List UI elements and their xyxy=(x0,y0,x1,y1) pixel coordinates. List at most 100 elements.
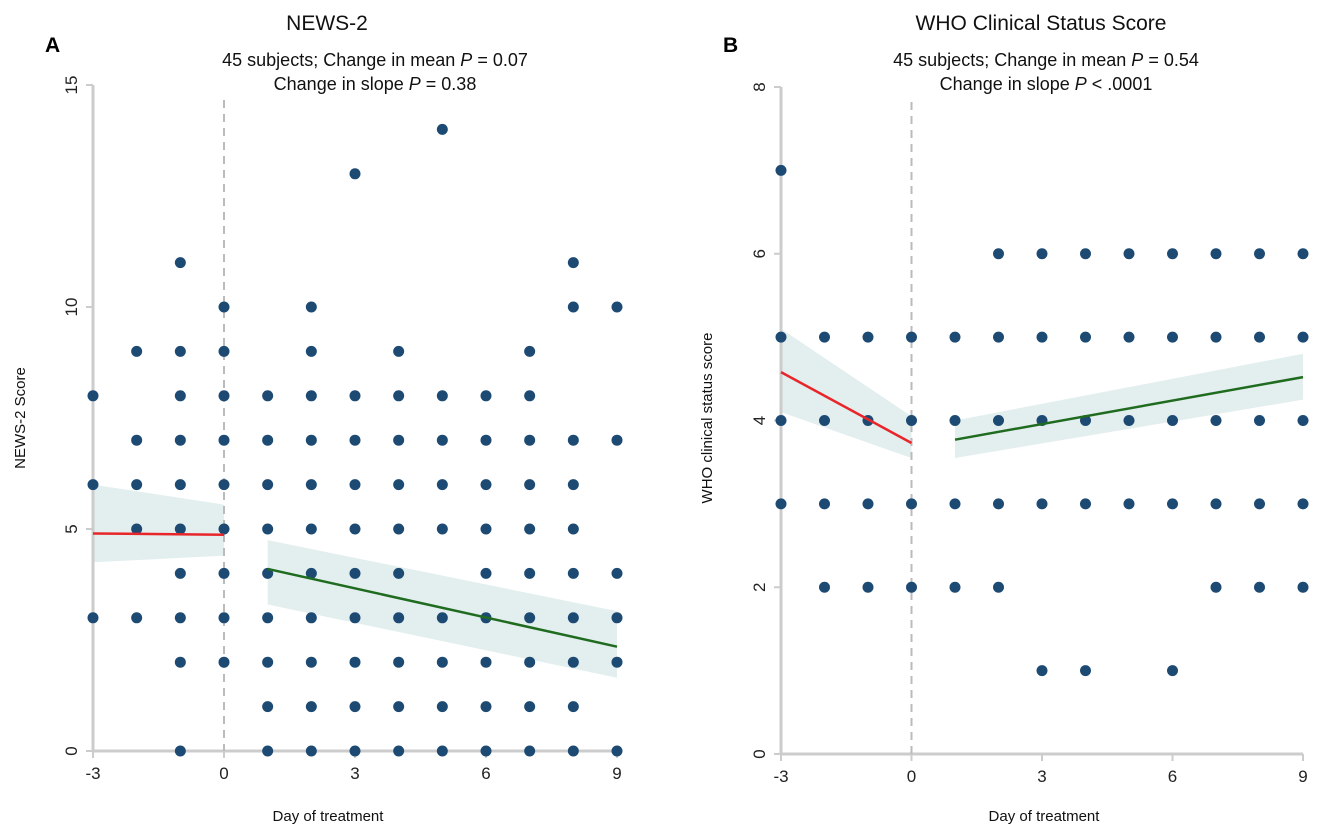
data-point xyxy=(87,390,99,402)
data-point xyxy=(174,567,186,579)
data-point xyxy=(1123,415,1135,426)
y-tick-label: 5 xyxy=(62,524,81,533)
fit-line-post xyxy=(267,567,618,648)
data-point xyxy=(1080,665,1091,677)
data-point xyxy=(218,567,230,579)
data-point xyxy=(1036,498,1048,510)
data-point xyxy=(567,523,579,535)
data-point xyxy=(480,701,492,713)
data-point xyxy=(949,498,961,510)
chart-subtitle-line2: Change in slope P = 0.38 xyxy=(274,74,477,94)
ci-band-post xyxy=(955,353,1303,459)
data-point xyxy=(567,257,579,269)
data-point xyxy=(480,523,492,535)
data-point xyxy=(174,479,186,491)
data-point xyxy=(567,567,579,579)
data-point xyxy=(862,498,874,510)
data-point xyxy=(393,612,405,624)
data-point xyxy=(349,434,361,446)
data-point xyxy=(567,479,579,491)
data-point xyxy=(436,656,448,668)
data-point xyxy=(775,498,787,510)
data-point xyxy=(775,331,787,343)
data-point xyxy=(305,567,317,579)
ci-band-pre xyxy=(781,328,912,459)
data-point xyxy=(436,701,448,713)
data-point xyxy=(1210,331,1222,343)
data-point xyxy=(524,656,536,668)
data-point xyxy=(611,301,623,313)
fit-line-pre xyxy=(780,371,913,445)
data-point xyxy=(174,434,186,446)
data-point xyxy=(1123,498,1135,510)
data-point xyxy=(1080,331,1091,343)
data-point xyxy=(87,479,99,491)
data-point xyxy=(349,701,361,713)
data-point xyxy=(349,479,361,491)
x-axis-label: Day of treatment xyxy=(989,808,1101,825)
x-axis-label: Day of treatment xyxy=(273,808,385,825)
data-point xyxy=(305,701,317,713)
data-point xyxy=(949,331,961,343)
data-point xyxy=(218,345,230,357)
data-point xyxy=(218,301,230,313)
data-point xyxy=(524,434,536,446)
ci-band-pre xyxy=(93,484,224,563)
data-point xyxy=(775,164,787,176)
data-point xyxy=(87,612,99,624)
news2-chart: A NEWS-2 45 subjects; Change in mean P =… xyxy=(12,12,623,825)
y-tick-label: 0 xyxy=(62,746,81,755)
data-point xyxy=(262,656,274,668)
data-point xyxy=(524,567,536,579)
data-point xyxy=(305,390,317,402)
data-point xyxy=(524,479,536,491)
data-point xyxy=(436,434,448,446)
data-point xyxy=(611,612,623,624)
data-point xyxy=(1080,248,1091,260)
data-point xyxy=(524,390,536,402)
data-point xyxy=(393,479,405,491)
data-point xyxy=(567,745,579,757)
y-tick-label: 0 xyxy=(750,749,769,758)
data-point xyxy=(305,479,317,491)
chart-subtitle-line1: 45 subjects; Change in mean P = 0.54 xyxy=(893,50,1199,70)
data-point xyxy=(393,701,405,713)
data-point xyxy=(393,567,405,579)
data-point xyxy=(436,523,448,535)
data-point xyxy=(393,390,405,402)
data-point xyxy=(480,390,492,402)
data-point xyxy=(993,248,1004,260)
data-point xyxy=(1167,498,1178,510)
data-point xyxy=(1080,498,1091,510)
data-point xyxy=(1210,581,1222,593)
data-point xyxy=(305,301,317,313)
data-point xyxy=(1036,248,1048,260)
data-point xyxy=(1254,581,1265,593)
data-point xyxy=(524,523,536,535)
data-point xyxy=(1210,248,1222,260)
data-point xyxy=(1297,331,1309,343)
data-point xyxy=(131,434,143,446)
plot-area: -3 0 3 6 9 0 2 4 6 8 xyxy=(750,82,1309,786)
data-point xyxy=(906,415,917,426)
data-point xyxy=(305,523,317,535)
data-point xyxy=(393,523,405,535)
data-point xyxy=(436,612,448,624)
panel-label: B xyxy=(723,34,738,57)
data-point xyxy=(1297,248,1309,260)
data-point xyxy=(174,345,186,357)
data-point xyxy=(349,523,361,535)
data-point xyxy=(174,523,186,535)
data-point xyxy=(906,331,917,343)
data-point xyxy=(174,612,186,624)
data-point xyxy=(305,745,317,757)
data-point xyxy=(218,434,230,446)
data-point xyxy=(131,612,143,624)
who-panel: B WHO Clinical Status Score 45 subjects;… xyxy=(660,0,1317,829)
data-point xyxy=(1254,498,1265,510)
plot-area: -3 0 3 6 9 0 5 10 15 xyxy=(62,76,623,783)
data-point xyxy=(131,345,143,357)
x-tick-label: 3 xyxy=(1037,767,1046,786)
y-tick-label: 10 xyxy=(62,298,81,317)
data-point xyxy=(567,656,579,668)
